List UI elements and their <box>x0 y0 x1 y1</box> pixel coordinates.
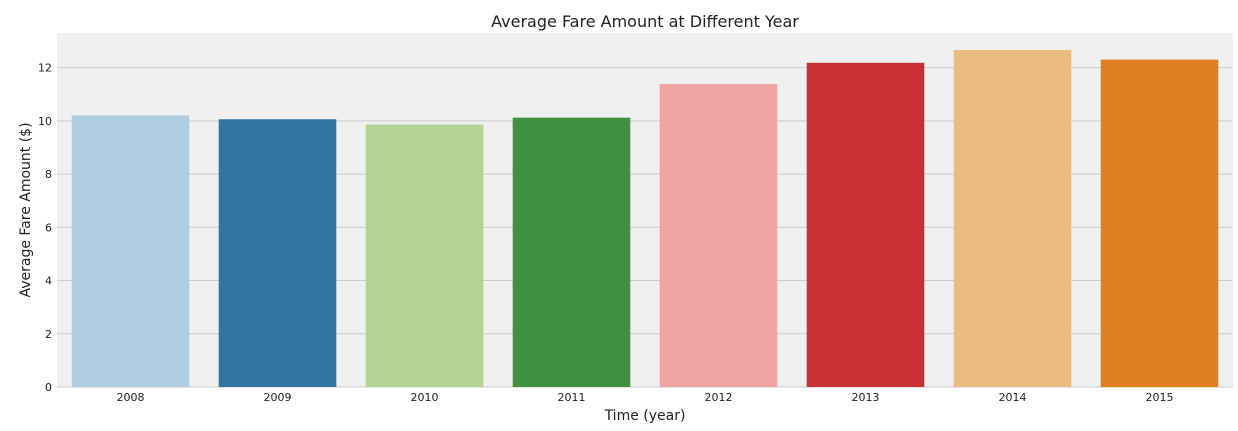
x-tick-label: 2010 <box>411 391 439 404</box>
bar-2015 <box>1100 59 1219 387</box>
bar-2014 <box>953 50 1072 388</box>
bar-2011 <box>512 117 631 388</box>
bar-2013 <box>806 62 925 388</box>
x-tick-label: 2008 <box>117 391 145 404</box>
bar-2010 <box>365 124 484 387</box>
y-tick-label: 8 <box>45 168 52 181</box>
y-axis-label: Average Fare Amount ($) <box>18 122 34 297</box>
bar-2012 <box>659 84 778 387</box>
x-axis-ticks: 2008 2009 2010 2011 2012 2013 2014 2015 <box>117 391 1174 404</box>
x-tick-label: 2014 <box>999 391 1027 404</box>
bars <box>71 50 1219 388</box>
bar-2009 <box>218 119 337 387</box>
y-tick-label: 0 <box>45 381 52 394</box>
bar-2008 <box>71 115 190 387</box>
x-tick-label: 2009 <box>264 391 292 404</box>
x-tick-label: 2015 <box>1146 391 1174 404</box>
y-tick-label: 12 <box>38 62 52 75</box>
x-tick-label: 2011 <box>558 391 586 404</box>
y-tick-label: 2 <box>45 328 52 341</box>
y-tick-label: 10 <box>38 115 52 128</box>
y-tick-label: 4 <box>45 275 52 288</box>
chart-title: Average Fare Amount at Different Year <box>491 12 799 31</box>
x-axis-label: Time (year) <box>604 408 686 424</box>
y-tick-label: 6 <box>45 221 52 234</box>
x-tick-label: 2012 <box>705 391 733 404</box>
x-tick-label: 2013 <box>852 391 880 404</box>
y-axis-ticks: 0 2 4 6 8 10 12 <box>38 62 52 394</box>
